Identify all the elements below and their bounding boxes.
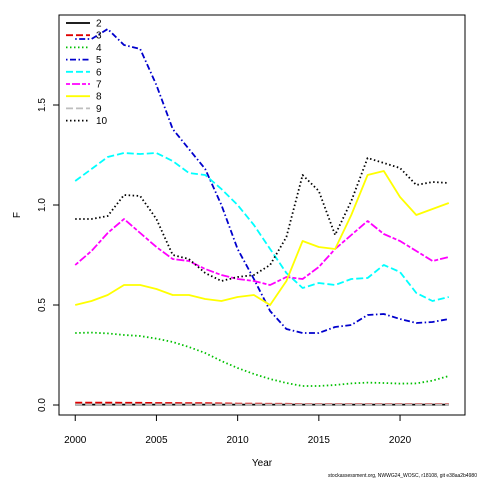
series-line-10	[75, 157, 449, 282]
legend-label-10: 10	[96, 116, 108, 127]
legend-label-3: 3	[96, 31, 102, 42]
legend-label-5: 5	[96, 55, 102, 66]
series-line-8	[74, 170, 450, 306]
series-lines	[74, 28, 450, 406]
footer-credit: stockassessment.org, NWWG24_WOSC, r18108…	[328, 473, 477, 479]
x-tick-label: 2005	[145, 435, 168, 446]
x-axis: 2000 2005 2010 2015 2020	[64, 414, 412, 446]
legend-label-8: 8	[96, 92, 102, 103]
series-line-6	[74, 152, 450, 302]
series-line-7	[74, 218, 450, 286]
series-line-5	[75, 28, 449, 334]
legend-label-2: 2	[96, 19, 102, 30]
x-tick-label: 2020	[389, 435, 412, 446]
y-axis-title: F	[12, 212, 23, 218]
x-axis-title: Year	[252, 458, 273, 469]
legend-label-6: 6	[96, 67, 102, 78]
legend-label-4: 4	[96, 43, 102, 54]
y-tick-label: 1.0	[37, 198, 48, 212]
x-tick-label: 2010	[227, 435, 250, 446]
x-tick-label: 2015	[308, 435, 331, 446]
legend-label-7: 7	[96, 80, 102, 91]
y-tick-label: 0.0	[37, 398, 48, 412]
y-tick-label: 0.5	[37, 298, 48, 312]
y-tick-label: 1.5	[37, 98, 48, 112]
y-axis: 0.0 0.5 1.0 1.5	[37, 98, 60, 412]
x-tick-label: 2000	[64, 435, 87, 446]
legend-label-9: 9	[96, 104, 102, 115]
